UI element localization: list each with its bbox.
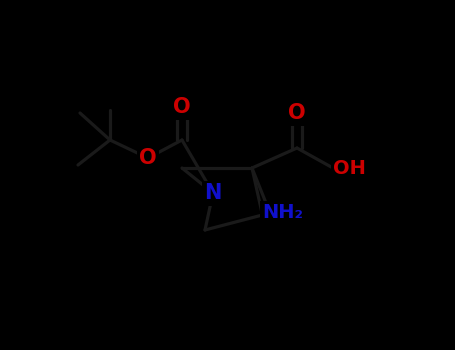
Text: NH₂: NH₂ bbox=[262, 203, 303, 223]
Text: O: O bbox=[139, 148, 157, 168]
Text: OH: OH bbox=[333, 159, 366, 177]
Text: O: O bbox=[288, 103, 306, 123]
Text: N: N bbox=[204, 183, 222, 203]
Text: O: O bbox=[173, 97, 191, 117]
